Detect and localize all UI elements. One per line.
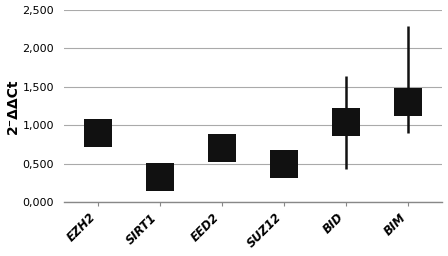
Point: [280, 162, 288, 166]
Point: [405, 100, 412, 104]
Point: [343, 120, 350, 124]
Point: [156, 175, 164, 179]
Y-axis label: 2⁻ΔΔCt: 2⁻ΔΔCt: [5, 78, 20, 134]
Point: [94, 131, 101, 135]
Point: [219, 146, 226, 150]
